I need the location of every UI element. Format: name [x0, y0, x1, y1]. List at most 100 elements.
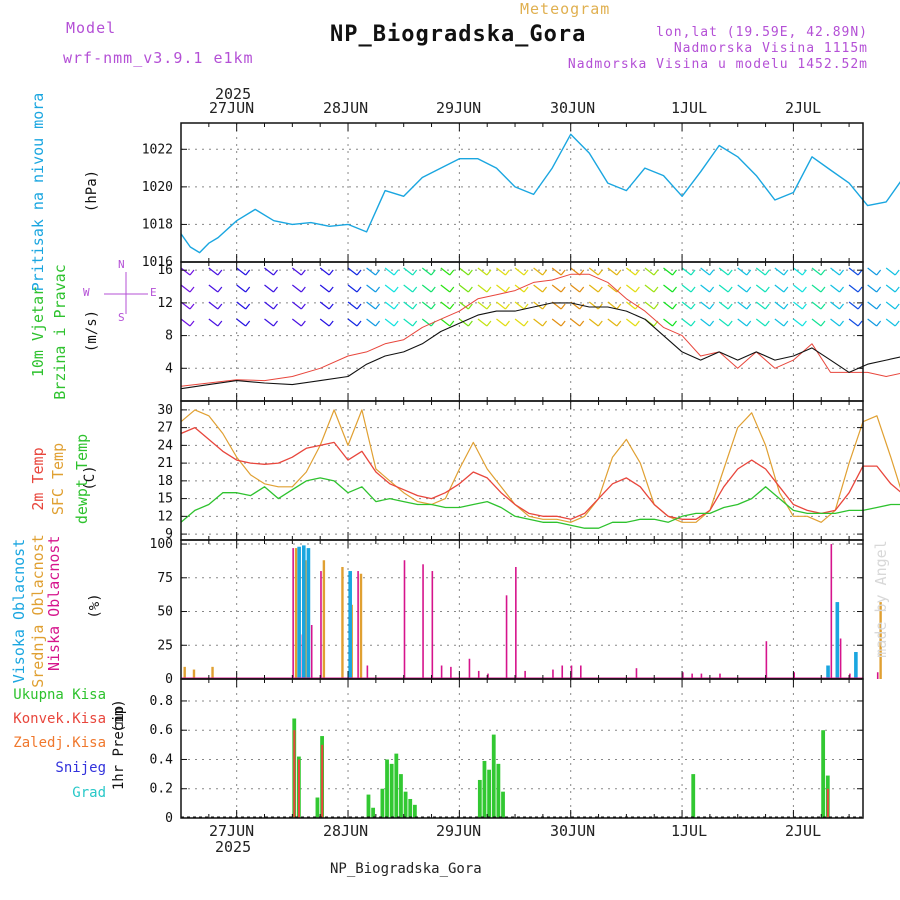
- cloud-bar: [310, 625, 313, 679]
- precip-legend-conv: Konvek.Kisa: [13, 711, 106, 727]
- wind-barb: [801, 303, 807, 310]
- cloud-bar: [297, 546, 301, 679]
- top-day-label: 27JUN: [209, 99, 255, 117]
- wind-barb: [440, 318, 451, 327]
- precip-bar: [297, 759, 300, 818]
- wind-barb: [319, 301, 330, 310]
- precip-bar: [366, 794, 371, 818]
- wind-barb: [830, 318, 840, 327]
- wind-barb: [857, 320, 863, 327]
- cloud-bar: [322, 560, 326, 679]
- wind-barb: [579, 320, 585, 327]
- cloud-bar: [211, 666, 214, 679]
- wind-barb: [764, 320, 770, 327]
- precip-bar: [821, 730, 826, 818]
- wind-barb: [876, 269, 882, 276]
- wind-barb: [644, 267, 655, 276]
- wind-barb: [217, 303, 223, 310]
- wind-barb: [347, 284, 358, 293]
- y-tick-label: 24: [157, 438, 173, 453]
- cloud-bar: [348, 571, 352, 679]
- wind-barb: [894, 269, 900, 276]
- panel-frame: [180, 261, 864, 402]
- y-tick-label: 0.2: [150, 782, 173, 797]
- wind-barb: [616, 269, 622, 276]
- compass-e: E: [150, 286, 157, 299]
- wind-barb: [793, 301, 803, 310]
- wind-barb: [217, 320, 223, 327]
- wind-barb: [579, 286, 585, 293]
- wind-barb: [412, 269, 418, 276]
- wind-barb: [291, 284, 302, 293]
- y-tick-label: 18: [157, 474, 173, 489]
- top-day-label: 29JUN: [436, 99, 482, 117]
- wind-barb: [801, 286, 807, 293]
- wind-barb: [626, 267, 636, 276]
- wind-barb: [440, 267, 451, 276]
- wind-barb: [486, 286, 492, 293]
- cloud-bar: [524, 670, 526, 679]
- wind-barb: [551, 284, 562, 293]
- wind-barb: [690, 286, 696, 293]
- cloud-ylabel-high: Visoka Oblacnost: [10, 538, 28, 684]
- wind-barb: [523, 269, 529, 276]
- wind-barb: [523, 303, 529, 310]
- wind-barb: [839, 269, 844, 276]
- cloud-bar: [468, 658, 471, 679]
- y-tick-label: 0.8: [150, 694, 173, 709]
- wind-barb: [551, 318, 562, 327]
- wind-barb: [830, 267, 840, 276]
- wind-barb: [328, 269, 334, 276]
- wind-barb: [801, 269, 807, 276]
- wind-barb: [300, 303, 306, 310]
- wind-barb: [709, 303, 715, 310]
- cloud-unit: (%): [87, 593, 103, 619]
- y-tick-label: 0.4: [150, 752, 174, 767]
- cloud-bar: [450, 666, 452, 679]
- y-tick-label: 1022: [142, 142, 173, 157]
- data-layer: [180, 133, 900, 818]
- wind-barb: [393, 320, 399, 327]
- wind-speed-line: [180, 302, 900, 390]
- cloud-bar: [854, 652, 858, 679]
- cloud-ylabel-low: Niska Oblacnost: [45, 535, 63, 671]
- precip-bar: [408, 798, 413, 818]
- wind-barb: [505, 303, 510, 310]
- wind-barb: [458, 267, 469, 276]
- wind-barb: [430, 286, 436, 293]
- wind-barb: [588, 284, 599, 293]
- cloud-bar: [292, 548, 294, 679]
- wind-barb: [449, 320, 455, 327]
- wind-barb: [412, 303, 418, 310]
- wind-barb: [403, 284, 414, 293]
- wind-barb: [867, 318, 878, 327]
- wind-barb: [542, 269, 548, 276]
- precip-legend-total: Ukupna Kisa: [13, 687, 106, 703]
- wind-barb: [793, 284, 803, 293]
- wind-barb: [746, 269, 752, 276]
- y-tick-label: 100: [150, 537, 173, 552]
- wind-barb: [273, 269, 278, 276]
- wind-barb: [375, 320, 381, 327]
- wind-barb: [236, 267, 247, 276]
- wind-barb: [366, 318, 376, 327]
- wind-barb: [366, 267, 376, 276]
- wind-barb: [319, 284, 330, 293]
- bottom-year-label: 2025: [215, 838, 252, 856]
- precip-bar: [394, 753, 399, 818]
- cloud-bar: [700, 673, 703, 679]
- wind-barb: [811, 318, 822, 327]
- wind-barb: [588, 318, 599, 327]
- wind-barb: [727, 303, 733, 310]
- y-tick-label: 50: [157, 605, 173, 620]
- wind-barb: [718, 284, 729, 293]
- wind-barb: [347, 301, 358, 310]
- cloud-bar: [691, 673, 693, 679]
- panel-frame: [180, 678, 864, 819]
- wind-barb: [533, 318, 543, 327]
- cloud-bar: [306, 548, 311, 679]
- cloud-bar: [826, 665, 830, 679]
- wind-barb: [839, 320, 844, 327]
- pressure-line: [180, 133, 900, 254]
- wind-barb: [477, 284, 488, 293]
